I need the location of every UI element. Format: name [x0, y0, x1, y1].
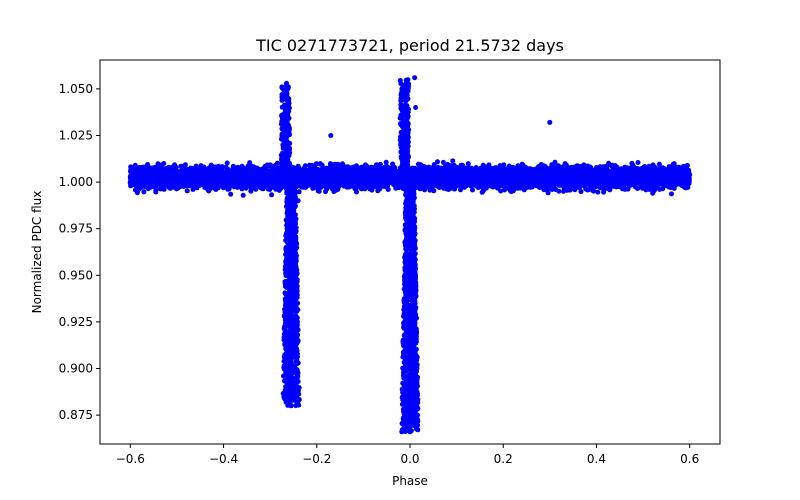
baseline-point	[450, 158, 456, 164]
baseline-point	[465, 161, 471, 167]
baseline-point	[240, 192, 246, 198]
baseline-point	[224, 160, 230, 166]
baseline-point	[390, 161, 396, 167]
data-points	[127, 75, 693, 435]
baseline-point	[625, 186, 631, 192]
baseline-point	[669, 191, 674, 197]
baseline-point	[458, 187, 463, 193]
chart-title: TIC 0271773721, period 21.5732 days	[255, 36, 564, 55]
baseline-point	[184, 188, 190, 194]
baseline-point	[269, 192, 275, 198]
